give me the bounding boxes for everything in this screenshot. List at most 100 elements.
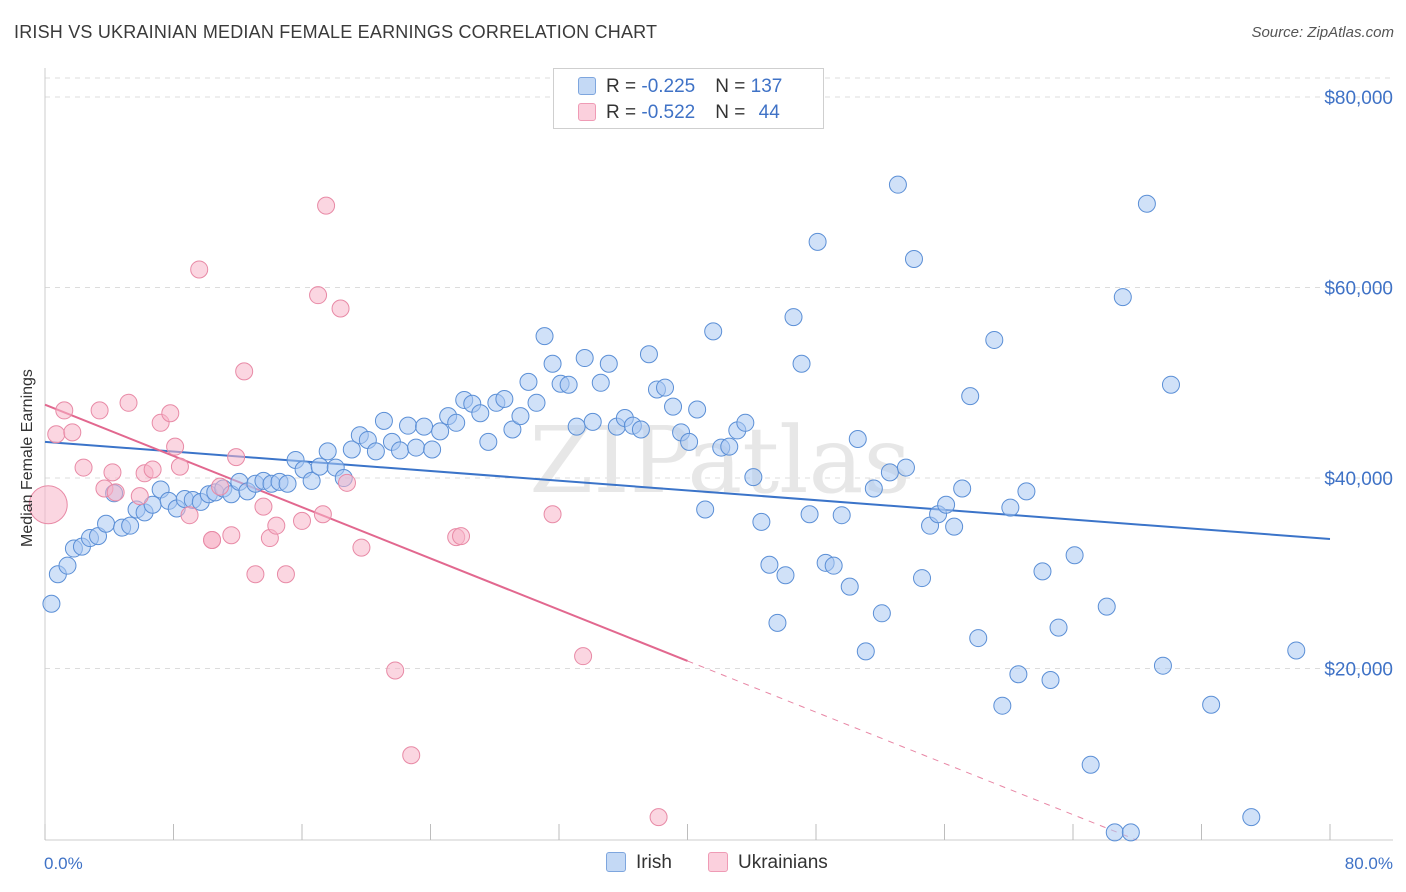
ukrainians-point [227, 448, 246, 467]
irish-point [543, 354, 562, 373]
irish-swatch [578, 77, 596, 95]
ukrainians-point [55, 401, 74, 420]
irish-point [896, 458, 915, 477]
irish-point [1137, 194, 1156, 213]
ukrainians-point [180, 506, 199, 525]
ukrainians-point [170, 457, 189, 476]
irish-point [302, 471, 321, 490]
ukrainians-point [103, 463, 122, 482]
r-value-irish: -0.225 [641, 76, 696, 97]
irish-point [760, 555, 779, 574]
ukrainians-point [211, 477, 230, 496]
irish-point [744, 468, 763, 487]
irish-point [704, 322, 723, 341]
ukrainians-point [293, 511, 311, 530]
irish-point [985, 330, 1004, 349]
ukrainians-point [235, 362, 254, 381]
irish-point [519, 372, 538, 391]
ukrainians-point [309, 286, 328, 305]
ukrainians-point [190, 260, 209, 279]
irish-point [471, 404, 490, 423]
ukrainians-point [352, 538, 371, 557]
irish-point [1081, 755, 1100, 774]
irish-point [1105, 823, 1124, 842]
irish-point [800, 505, 819, 524]
irish-point [527, 393, 546, 412]
ukrainians-point [90, 401, 109, 420]
series-legend: Irish Ukrainians [0, 852, 1406, 876]
irish-point [993, 696, 1012, 715]
ukrainians-point [106, 483, 125, 502]
irish-point [1202, 695, 1221, 714]
ukrainians-point [574, 647, 593, 666]
irish-point [945, 517, 964, 536]
ukrainians-point [74, 458, 93, 477]
ukrainians-point [63, 423, 82, 442]
irish-point [904, 249, 923, 268]
ukrainians-point [452, 527, 471, 546]
irish-point [318, 442, 337, 461]
irish-point [736, 413, 755, 432]
x-tick-label-max: 80.0% [1345, 854, 1393, 873]
legend-item-irish[interactable]: Irish [606, 852, 672, 874]
r-label: R = [606, 102, 642, 123]
irish-point [784, 308, 803, 327]
y-tick-label: $60,000 [1324, 279, 1393, 300]
ukrainians-point [543, 505, 562, 524]
irish-point [415, 417, 434, 436]
irish-point [1153, 656, 1172, 675]
irish-point [840, 577, 859, 596]
irish-point [1113, 288, 1132, 307]
irish-point [567, 417, 586, 436]
ukrainians-point [267, 516, 286, 535]
irish-point [1009, 665, 1028, 684]
legend-row-irish: R = -0.225 N = 137 [578, 76, 782, 100]
irish-point [42, 594, 61, 613]
irish-point [121, 516, 140, 535]
ukrainians-point [47, 425, 66, 444]
irish-point [479, 432, 498, 451]
irish-point [503, 420, 522, 439]
ukrainians-point [276, 565, 295, 584]
ukrainians-point [254, 497, 273, 516]
irish-point [1041, 670, 1060, 689]
irish-point [953, 479, 972, 498]
ukrainians-legend-swatch [708, 852, 728, 872]
irish-point [591, 373, 610, 392]
ukrainians-legend-label: Ukrainians [738, 852, 828, 873]
irish-point [631, 420, 650, 439]
irish-point [1242, 808, 1261, 827]
ukrainians-point [246, 565, 265, 584]
irish-point [390, 441, 409, 460]
ukrainians-point [130, 487, 149, 506]
irish-point [431, 422, 450, 441]
irish-point [1287, 641, 1306, 660]
irish-point [1097, 597, 1116, 616]
irish-point [688, 400, 707, 419]
n-value-ukrainians: 44 [758, 102, 780, 123]
irish-point [374, 411, 393, 430]
legend-item-ukrainians[interactable]: Ukrainians [708, 852, 828, 874]
irish-point [880, 463, 899, 482]
y-tick-label: $20,000 [1324, 660, 1393, 681]
irish-point [776, 566, 795, 585]
irish-point [495, 389, 514, 408]
irish-point [342, 440, 361, 459]
series-ukrainians [28, 196, 668, 827]
irish-point [58, 556, 77, 575]
ukrainians-point [649, 808, 668, 827]
irish-point [1161, 375, 1180, 394]
irish-point [768, 613, 787, 632]
irish-point [792, 354, 811, 373]
irish-point [888, 175, 907, 194]
irish-legend-swatch [606, 852, 626, 872]
legend-row-ukrainians: R = -0.522 N = 44 [578, 102, 780, 126]
irish-point [366, 442, 385, 461]
ukrainians-swatch [578, 103, 596, 121]
ukrainians-point [317, 196, 336, 215]
ukrainians-point [222, 526, 241, 545]
irish-point [639, 345, 658, 364]
irish-point [1001, 498, 1020, 517]
r-label: R = [606, 76, 642, 97]
